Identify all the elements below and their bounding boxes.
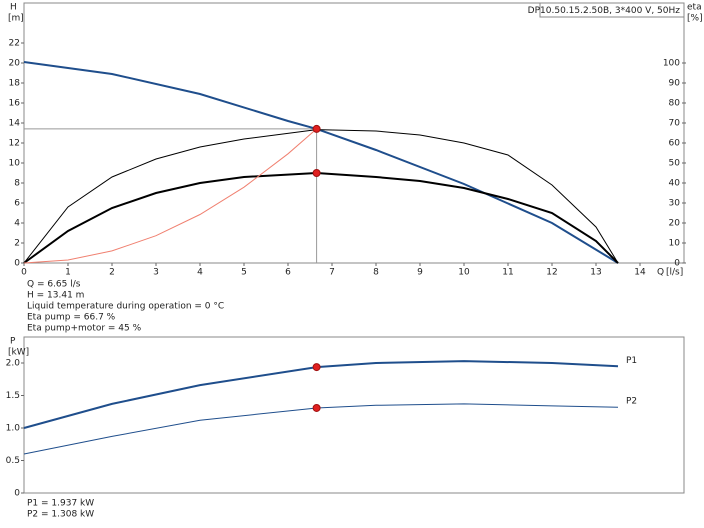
- note: P2 = 1.308 kW: [27, 510, 94, 520]
- curve: [23, 128, 317, 264]
- chart-title: DP10.50.15.2.50B, 3*400 V, 50Hz: [528, 6, 681, 16]
- y2-tick-label: 100: [663, 59, 680, 69]
- x-tick-label: 11: [502, 268, 513, 278]
- y-axis-unit: [m]: [8, 14, 24, 24]
- y-tick-label: 16: [9, 99, 21, 109]
- note: Q = 6.65 l/s: [27, 280, 81, 290]
- y2-axis-label: eta: [687, 3, 702, 13]
- x-tick-label: 14: [634, 268, 646, 278]
- y2-tick-label: 60: [669, 139, 681, 149]
- x-tick-label: 7: [329, 268, 335, 278]
- y-tick-label: 8: [14, 179, 20, 189]
- note: Liquid temperature during operation = 0 …: [27, 302, 224, 312]
- plot-frame: [23, 336, 685, 494]
- series-label: P1: [626, 356, 637, 366]
- note: H = 13.41 m: [27, 291, 84, 301]
- y2-tick-label: 20: [669, 219, 681, 229]
- y-tick-label: 6: [14, 199, 20, 209]
- y-tick-label: 4: [14, 219, 20, 229]
- curve: [23, 171, 619, 264]
- y-tick-label: 20: [9, 59, 21, 69]
- y-tick-label: 0: [14, 489, 20, 499]
- y-tick-label: 12: [9, 139, 20, 149]
- y-tick-label: 1.5: [6, 391, 20, 401]
- x-tick-label: 12: [546, 268, 557, 278]
- x-axis-unit: [l/s]: [666, 268, 683, 278]
- x-tick-label: 10: [458, 268, 470, 278]
- y2-axis-unit: [%]: [687, 14, 703, 24]
- x-tick-label: 3: [153, 268, 159, 278]
- y-tick-label: 1.0: [6, 424, 21, 434]
- y-axis-label: P: [10, 337, 16, 347]
- y-tick-label: 0: [14, 259, 20, 269]
- x-tick-label: 1: [65, 268, 71, 278]
- y2-tick-label: 10: [669, 239, 681, 249]
- y-axis-label: H: [10, 3, 17, 13]
- series-label: P2: [626, 397, 637, 407]
- curve: [23, 129, 619, 264]
- y2-tick-label: 70: [669, 119, 681, 129]
- note: Eta pump+motor = 45 %: [27, 324, 142, 334]
- operating-point: [312, 403, 321, 412]
- operating-point: [312, 169, 321, 177]
- x-tick-label: 5: [241, 268, 247, 278]
- y2-tick-label: 0: [674, 259, 680, 269]
- plot-frame: [23, 2, 685, 264]
- x-tick-label: 8: [373, 268, 379, 278]
- note: Eta pump = 66.7 %: [27, 313, 116, 323]
- y-tick-label: 2.0: [6, 359, 21, 369]
- y-tick-label: 10: [9, 159, 21, 169]
- y2-tick-label: 50: [669, 159, 681, 169]
- title-box: [539, 2, 685, 18]
- curve: [23, 360, 619, 429]
- y-tick-label: 2: [14, 239, 20, 249]
- y-tick-label: 22: [9, 39, 20, 49]
- x-tick-label: 13: [590, 268, 601, 278]
- curve: [23, 61, 619, 264]
- x-tick-label: 4: [197, 268, 203, 278]
- x-tick-label: 6: [285, 268, 291, 278]
- x-tick-label: 9: [417, 268, 423, 278]
- y2-tick-label: 40: [669, 179, 681, 189]
- x-tick-label: 2: [109, 268, 115, 278]
- y2-tick-label: 80: [669, 99, 681, 109]
- x-axis-label: Q: [657, 268, 664, 278]
- y-tick-label: 18: [9, 79, 21, 89]
- y2-tick-label: 90: [669, 79, 681, 89]
- note: P1 = 1.937 kW: [27, 499, 94, 509]
- operating-point: [312, 124, 321, 133]
- x-tick-label: 0: [21, 268, 27, 278]
- curve: [23, 403, 619, 455]
- operating-point: [312, 363, 321, 372]
- y-tick-label: 14: [9, 119, 21, 129]
- y-tick-label: 0.5: [6, 456, 20, 466]
- y2-tick-label: 30: [669, 199, 681, 209]
- y-axis-unit: [kW]: [8, 348, 29, 358]
